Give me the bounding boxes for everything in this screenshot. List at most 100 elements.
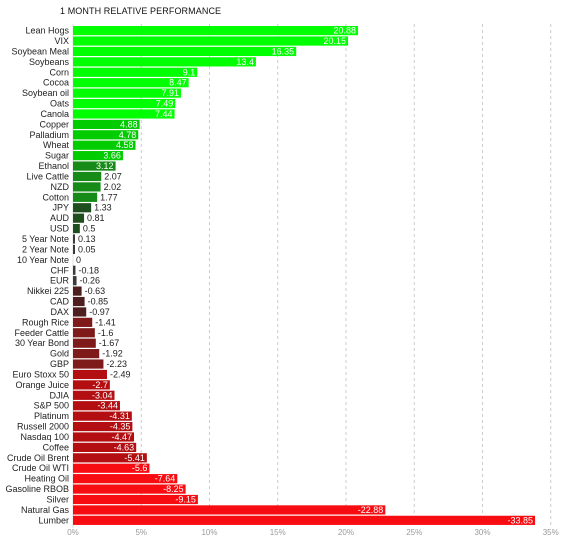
- bar: [73, 26, 359, 36]
- category-label: Oats: [50, 99, 70, 109]
- x-tick-label: 20%: [338, 528, 354, 537]
- value-label: -7.64: [155, 474, 176, 484]
- bar: [73, 213, 85, 223]
- value-label: -22.88: [358, 505, 384, 515]
- bar: [73, 286, 82, 296]
- category-label: DAX: [50, 307, 69, 317]
- bar: [73, 223, 80, 234]
- category-label: Cocoa: [43, 78, 69, 88]
- bar: [73, 369, 107, 380]
- category-label: Canola: [40, 109, 69, 119]
- value-label: 4.58: [116, 140, 134, 150]
- category-label: EUR: [50, 276, 70, 286]
- bar: [73, 171, 102, 182]
- category-label: Palladium: [29, 130, 69, 140]
- value-label: 0.81: [87, 213, 105, 223]
- category-label: 30 Year Bond: [15, 338, 69, 348]
- bar: [73, 109, 175, 119]
- value-label: 7.91: [161, 88, 179, 98]
- category-label: Soybean oil: [22, 88, 69, 98]
- category-label: CHF: [51, 265, 70, 275]
- category-label: Orange Juice: [15, 380, 69, 390]
- value-label: 0.05: [78, 244, 96, 254]
- x-tick-label: 35%: [543, 528, 559, 537]
- value-label: -1.6: [98, 328, 114, 338]
- category-label: Coffee: [43, 442, 69, 452]
- value-label: 0: [76, 255, 81, 265]
- value-label: -9.15: [175, 495, 196, 505]
- category-label: Crude Oil Brent: [7, 453, 70, 463]
- value-label: -5.41: [124, 453, 145, 463]
- category-label: Rough Rice: [22, 317, 69, 327]
- value-label: -0.85: [88, 297, 109, 307]
- value-label: 13.4: [236, 57, 254, 67]
- category-label: Wheat: [43, 140, 70, 150]
- value-label: -3.44: [97, 401, 118, 411]
- value-label: 16.35: [272, 46, 295, 56]
- value-label: -33.85: [508, 515, 534, 525]
- value-label: -4.31: [109, 411, 130, 421]
- category-label: DJIA: [49, 390, 69, 400]
- category-label: GBP: [50, 359, 69, 369]
- bar: [73, 119, 140, 129]
- category-label: 5 Year Note: [22, 234, 69, 244]
- bar: [73, 328, 95, 338]
- category-label: Live Cattle: [26, 171, 69, 181]
- category-label: Heating Oil: [24, 474, 69, 484]
- category-label: VIX: [54, 36, 69, 46]
- category-label: Natural Gas: [21, 505, 70, 515]
- bar: [73, 359, 104, 369]
- value-label: 4.78: [119, 130, 137, 140]
- value-label: -4.47: [111, 432, 132, 442]
- bar: [73, 244, 75, 255]
- bar: [73, 401, 120, 411]
- value-label: 1.77: [100, 192, 118, 202]
- value-label: -4.63: [114, 442, 135, 452]
- category-label: JPY: [52, 203, 69, 213]
- category-label: Sugar: [45, 151, 69, 161]
- value-label: 20.15: [324, 36, 347, 46]
- value-label: -2.7: [92, 380, 108, 390]
- value-label: -0.26: [80, 276, 101, 286]
- category-label: Corn: [49, 67, 69, 77]
- bar: [73, 78, 189, 88]
- value-label: 20.88: [333, 26, 356, 36]
- x-tick-label: 30%: [474, 528, 490, 537]
- bar: [73, 484, 186, 494]
- category-label: NZD: [51, 182, 70, 192]
- x-tick-label: 5%: [135, 528, 147, 537]
- category-label: Euro Stoxx 50: [12, 369, 69, 379]
- category-label: Copper: [39, 119, 69, 129]
- category-label: Russell 2000: [17, 422, 69, 432]
- bar: [73, 317, 93, 327]
- value-label: 2.07: [104, 171, 122, 181]
- bar: [73, 380, 110, 390]
- bar: [73, 421, 133, 432]
- category-label: Ethanol: [38, 161, 69, 171]
- value-label: -2.23: [106, 359, 127, 369]
- value-label: -0.18: [78, 265, 99, 275]
- bar: [73, 276, 77, 286]
- bar: [73, 203, 92, 213]
- value-label: 4.88: [120, 119, 138, 129]
- category-label: 10 Year Note: [17, 255, 69, 265]
- category-label: Cotton: [42, 192, 69, 202]
- category-label: USD: [50, 224, 70, 234]
- value-label: -3.04: [92, 390, 113, 400]
- bar: [73, 265, 76, 275]
- bar: [73, 338, 96, 348]
- category-label: Silver: [46, 495, 69, 505]
- category-label: AUD: [50, 213, 70, 223]
- value-label: -8.25: [163, 484, 184, 494]
- bar: [73, 46, 297, 57]
- value-label: 3.12: [96, 161, 114, 171]
- bar: [73, 411, 132, 421]
- x-tick-label: 25%: [406, 528, 422, 537]
- value-label: 7.49: [156, 99, 174, 109]
- value-label: -1.41: [95, 317, 116, 327]
- value-label: 0.13: [78, 234, 96, 244]
- bar: [73, 88, 181, 98]
- bar: [73, 442, 137, 452]
- bar: [73, 349, 100, 359]
